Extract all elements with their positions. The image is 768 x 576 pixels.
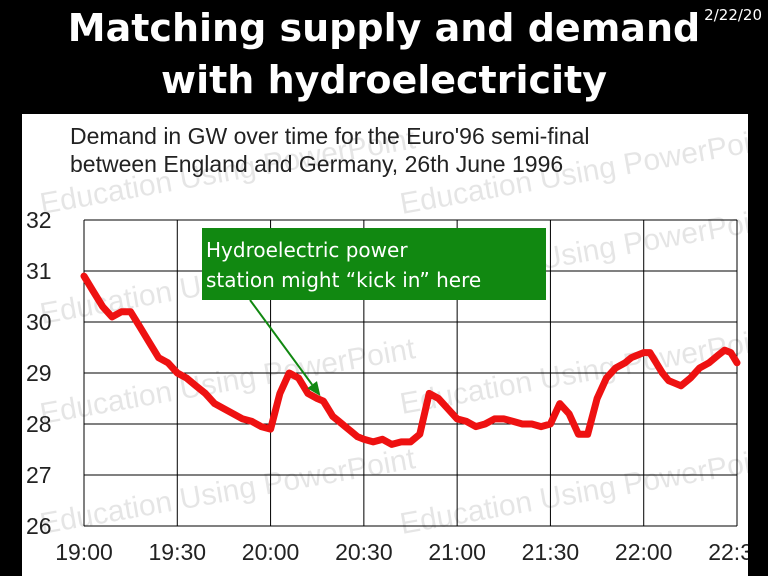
y-tick-label: 28 — [26, 411, 52, 437]
slide-title-line-2: with hydroelectricity — [161, 58, 607, 102]
demand-series-line — [80, 272, 741, 448]
annotation-text-line-2: station might “kick in” here — [206, 268, 481, 292]
slide-title-line-1: Matching supply and demand — [67, 6, 701, 50]
annotation-text-line-1: Hydroelectric power — [206, 238, 408, 262]
y-tick-label: 31 — [26, 258, 52, 284]
annotation: Hydroelectric power station might “kick … — [202, 228, 546, 396]
x-tick-label: 22:30 — [708, 539, 748, 565]
chart-title-line-1: Demand in GW over time for the Euro'96 s… — [70, 123, 590, 149]
chart-panel: Education Using PowerPoint Education Usin… — [22, 114, 748, 576]
y-tick-label: 29 — [26, 360, 52, 386]
chart-series — [80, 272, 741, 448]
slide-date: 2/22/20 — [704, 6, 762, 24]
x-tick-label: 21:00 — [428, 539, 486, 565]
x-tick-label: 20:00 — [242, 539, 300, 565]
y-tick-label: 26 — [26, 513, 52, 539]
annotation-box — [202, 228, 546, 300]
x-tick-label: 19:30 — [149, 539, 207, 565]
chart-title-line-2: between England and Germany, 26th June 1… — [70, 151, 563, 177]
x-tick-label: 21:30 — [522, 539, 580, 565]
annotation-arrow — [249, 299, 313, 386]
x-tick-label: 20:30 — [335, 539, 393, 565]
x-tick-label: 22:00 — [615, 539, 673, 565]
slide-title: Matching supply and demand with hydroele… — [0, 2, 768, 106]
x-tick-label: 19:00 — [55, 539, 113, 565]
chart-ticks: 26 27 28 29 30 31 32 19:00 19:30 20:00 20:30 21:00 2… — [26, 207, 748, 565]
annotation-arrowhead — [307, 381, 321, 396]
y-tick-label: 30 — [26, 309, 52, 335]
watermark-text: Education Using PowerPoint — [37, 332, 418, 431]
y-tick-label: 32 — [26, 207, 52, 233]
y-tick-label: 27 — [26, 462, 52, 488]
